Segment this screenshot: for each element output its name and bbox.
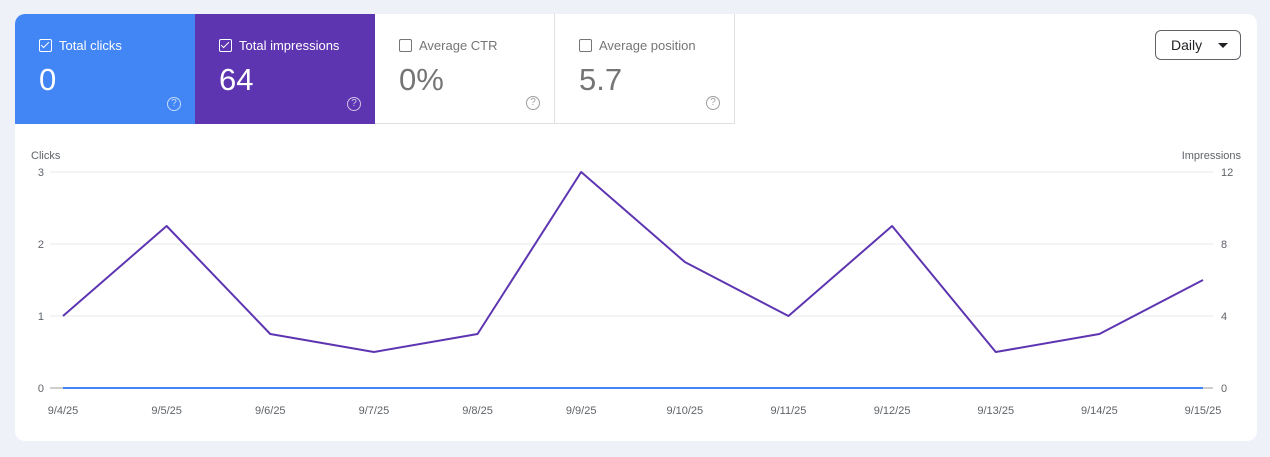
x-tick-label: 9/6/25 — [255, 405, 286, 417]
series-line-impressions — [62, 171, 1204, 353]
x-tick-label: 9/11/25 — [771, 405, 807, 417]
y-tick-right: 0 — [1221, 383, 1227, 395]
performance-card: Total clicks 0 ? Total impressions 64 ? … — [15, 14, 1257, 441]
help-icon[interactable]: ? — [167, 97, 181, 111]
metric-label: Average position — [599, 38, 696, 53]
help-icon[interactable]: ? — [526, 96, 540, 110]
metric-label: Total clicks — [59, 38, 122, 53]
x-tick-label: 9/14/25 — [1081, 405, 1118, 417]
checkbox-icon[interactable] — [39, 39, 52, 52]
y-axis-right-label: Impressions — [1182, 150, 1242, 162]
y-axis-left-label: Clicks — [31, 150, 61, 162]
metric-total-clicks[interactable]: Total clicks 0 ? — [15, 14, 195, 124]
caret-down-icon — [1218, 43, 1228, 48]
metric-label: Total impressions — [239, 38, 340, 53]
x-tick-label: 9/13/25 — [977, 405, 1014, 417]
x-tick-label: 9/10/25 — [666, 405, 703, 417]
x-tick-label: 9/7/25 — [359, 405, 390, 417]
checkbox-icon[interactable] — [399, 39, 412, 52]
x-tick-label: 9/12/25 — [874, 405, 911, 417]
metric-label: Average CTR — [419, 38, 498, 53]
metric-total-impressions[interactable]: Total impressions 64 ? — [195, 14, 375, 124]
metric-average-position[interactable]: Average position 5.7 ? — [555, 14, 735, 124]
checkbox-icon[interactable] — [579, 39, 592, 52]
x-tick-label: 9/9/25 — [566, 405, 597, 417]
period-dropdown[interactable]: Daily — [1155, 30, 1241, 60]
help-icon[interactable]: ? — [706, 96, 720, 110]
x-tick-label: 9/15/25 — [1185, 405, 1222, 417]
y-tick-left: 3 — [38, 167, 44, 179]
metric-value: 5.7 — [579, 62, 623, 97]
metric-value: 0% — [399, 62, 444, 97]
period-label: Daily — [1171, 37, 1203, 53]
y-tick-right: 4 — [1221, 311, 1227, 323]
y-tick-left: 1 — [38, 311, 44, 323]
x-tick-label: 9/5/25 — [151, 405, 182, 417]
y-tick-left: 2 — [38, 239, 44, 251]
help-icon[interactable]: ? — [347, 97, 361, 111]
metric-value: 64 — [219, 62, 254, 97]
y-tick-right: 12 — [1221, 167, 1233, 179]
x-tick-label: 9/4/25 — [48, 405, 79, 417]
metric-value: 0 — [39, 62, 57, 97]
metric-average-ctr[interactable]: Average CTR 0% ? — [375, 14, 555, 124]
y-tick-right: 8 — [1221, 239, 1227, 251]
checkbox-icon[interactable] — [219, 39, 232, 52]
x-tick-label: 9/8/25 — [462, 405, 493, 417]
y-tick-left: 0 — [38, 383, 44, 395]
